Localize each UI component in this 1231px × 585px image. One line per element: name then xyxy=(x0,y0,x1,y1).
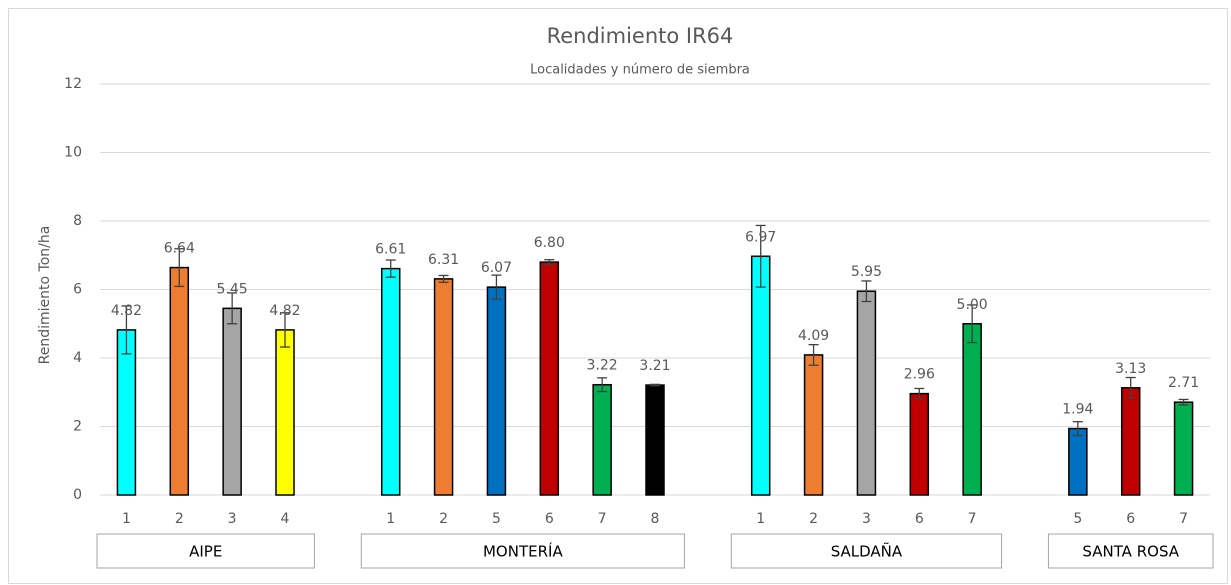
data-label: 5.00 xyxy=(957,297,988,313)
x-tick-label: 1 xyxy=(756,511,765,527)
x-tick-label: 3 xyxy=(862,511,871,527)
bar xyxy=(1173,401,1194,496)
bar xyxy=(856,290,877,496)
group-box xyxy=(96,533,315,569)
y-tick-label: 2 xyxy=(73,419,82,435)
y-tick-label: 12 xyxy=(64,76,82,92)
data-label: 1.94 xyxy=(1062,402,1093,418)
chart-border xyxy=(8,8,1228,584)
group-label: AIPE xyxy=(189,543,222,561)
x-tick-label: 7 xyxy=(1179,511,1188,527)
bar xyxy=(592,383,612,496)
bar xyxy=(380,267,401,496)
x-tick-label: 2 xyxy=(175,511,184,527)
data-label: 2.71 xyxy=(1168,375,1199,391)
data-label: 6.31 xyxy=(428,252,459,268)
bar xyxy=(909,392,930,496)
group-box xyxy=(1047,533,1214,569)
bar xyxy=(275,329,295,496)
chart-title: Rendimiento IR64 xyxy=(547,24,734,48)
data-label: 6.97 xyxy=(745,229,776,245)
x-tick-label: 2 xyxy=(439,511,448,527)
group-label: MONTERÍA xyxy=(483,542,563,561)
x-tick-label: 3 xyxy=(228,511,237,527)
x-tick-label: 5 xyxy=(1073,511,1082,527)
bar xyxy=(962,323,982,496)
group-label: SALDAÑA xyxy=(831,542,903,561)
bar xyxy=(539,261,560,496)
x-tick-label: 4 xyxy=(281,511,290,527)
x-tick-label: 7 xyxy=(598,511,607,527)
group-box xyxy=(730,533,1003,569)
data-label: 3.13 xyxy=(1115,361,1146,377)
y-axis-label: Rendimiento Ton/ha xyxy=(37,226,53,365)
x-tick-label: 6 xyxy=(1126,511,1135,527)
data-label: 2.96 xyxy=(904,367,935,383)
data-label: 6.07 xyxy=(481,260,512,276)
data-label: 6.80 xyxy=(534,235,565,251)
bar xyxy=(169,266,190,496)
data-label: 5.95 xyxy=(851,264,882,280)
bar xyxy=(486,286,507,496)
x-tick-label: 1 xyxy=(386,511,395,527)
y-tick-label: 4 xyxy=(73,350,82,366)
x-tick-label: 2 xyxy=(809,511,818,527)
y-tick-label: 10 xyxy=(64,145,82,161)
bar xyxy=(750,255,771,496)
bar xyxy=(116,329,137,496)
bar xyxy=(1068,427,1088,496)
data-label: 4.82 xyxy=(111,303,142,319)
y-tick-label: 6 xyxy=(73,282,82,298)
data-label: 4.09 xyxy=(798,328,829,344)
x-tick-label: 7 xyxy=(968,511,977,527)
data-label: 5.45 xyxy=(217,281,248,297)
y-tick-label: 8 xyxy=(73,213,82,229)
bar xyxy=(433,278,454,496)
group-box xyxy=(360,533,685,569)
data-label: 3.21 xyxy=(639,358,670,374)
x-tick-label: 1 xyxy=(122,511,131,527)
bar xyxy=(803,354,824,496)
x-tick-label: 6 xyxy=(915,511,924,527)
y-tick-label: 0 xyxy=(73,487,82,503)
x-tick-label: 8 xyxy=(651,511,660,527)
data-label: 3.22 xyxy=(587,358,618,374)
bar xyxy=(1120,387,1141,496)
group-label: SANTA ROSA xyxy=(1082,543,1179,561)
x-tick-label: 5 xyxy=(492,511,501,527)
bar xyxy=(645,384,665,496)
x-tick-label: 6 xyxy=(545,511,554,527)
bar xyxy=(222,307,242,496)
data-label: 4.82 xyxy=(269,303,300,319)
data-label: 6.64 xyxy=(164,241,195,257)
chart-subtitle: Localidades y número de siembra xyxy=(530,63,750,78)
data-label: 6.61 xyxy=(375,242,406,258)
